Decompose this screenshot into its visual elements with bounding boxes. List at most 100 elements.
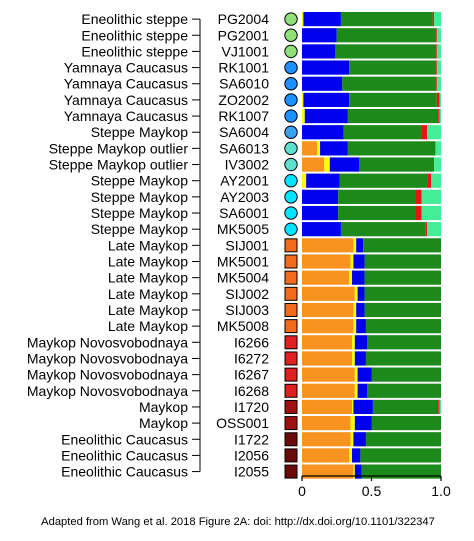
group-marker xyxy=(284,60,298,75)
bar-segment xyxy=(439,92,441,107)
bar-segment xyxy=(302,222,341,237)
bar-segment xyxy=(357,383,368,398)
group-label: Maykop Novosvobodnaya xyxy=(27,367,188,383)
bar-row: Yamnaya Caucasus RK1007 xyxy=(64,108,441,124)
sample-label: I1722 xyxy=(234,431,269,447)
bar-segment xyxy=(363,238,441,253)
sample-label: IV3002 xyxy=(225,157,270,173)
sample-label: I2056 xyxy=(234,447,269,463)
group-label: Maykop xyxy=(139,399,188,415)
bar-row: Eneolithic steppe VJ1001 xyxy=(81,43,441,59)
bar-segment xyxy=(324,157,330,172)
bar-segment xyxy=(436,28,441,43)
bar-segment xyxy=(354,383,358,398)
bar-segment xyxy=(347,108,439,124)
bar-segment xyxy=(302,448,350,463)
bar-segment xyxy=(421,125,428,140)
bar-segment xyxy=(302,416,351,431)
sample-label: AY2001 xyxy=(220,173,269,189)
bar-segment xyxy=(350,254,354,269)
bar-segment xyxy=(436,60,441,75)
bar-segment xyxy=(302,157,325,172)
bar-segment xyxy=(353,302,357,318)
bar-segment xyxy=(302,286,355,301)
bar-segment xyxy=(360,448,441,463)
bar-segment xyxy=(302,108,305,124)
bar-segment xyxy=(352,399,354,415)
bar-segment xyxy=(356,238,364,253)
bar-row: Maykop OSS001 xyxy=(139,415,441,431)
group-label: Eneolithic Caucasus xyxy=(61,431,188,447)
bar-row: Late Maykop MK5001 xyxy=(108,254,441,270)
bar-segment xyxy=(357,367,372,382)
bar-segment xyxy=(425,222,428,237)
bar-row: Eneolithic Caucasus I1722 xyxy=(61,431,441,447)
bar-segment xyxy=(353,464,355,479)
bar-segment xyxy=(303,92,350,107)
bar-segment xyxy=(372,399,439,415)
group-marker xyxy=(284,286,298,301)
bar-segment xyxy=(302,125,344,140)
group-marker xyxy=(284,109,298,123)
group-marker xyxy=(284,222,298,236)
bar-segment xyxy=(352,448,361,463)
group-label: Yamnaya Caucasus xyxy=(64,92,188,108)
bar-segment xyxy=(349,448,353,463)
bar-segment xyxy=(338,189,416,204)
bar-segment xyxy=(302,399,353,415)
bar-row: Eneolithic steppe PG2004 xyxy=(81,11,441,27)
bar-segment xyxy=(354,464,362,479)
bar-segment xyxy=(364,286,441,301)
bar-segment xyxy=(339,173,428,188)
bar-row: Late Maykop SIJ001 xyxy=(108,237,441,253)
group-label: Late Maykop xyxy=(108,318,188,334)
bar-segment xyxy=(317,141,321,156)
bar-segment xyxy=(352,351,355,366)
x-tick-label: 1.0 xyxy=(431,483,451,499)
bar-segment xyxy=(371,367,441,382)
bar-segment xyxy=(435,60,437,75)
bar-segment xyxy=(354,367,358,382)
bar-segment xyxy=(427,173,432,188)
bar-segment xyxy=(364,254,441,269)
sample-label: I1720 xyxy=(234,399,269,415)
bar-row: Steppe Maykop AY2003 xyxy=(91,189,441,205)
group-label: Yamnaya Caucasus xyxy=(64,108,188,124)
group-marker xyxy=(284,174,298,188)
bar-row: Maykop Novosvobodnaya I6268 xyxy=(27,383,441,399)
bar-segment xyxy=(364,270,441,285)
bar-segment xyxy=(349,60,436,75)
bar-segment xyxy=(349,270,353,285)
bar-segment xyxy=(302,383,355,398)
group-marker xyxy=(284,416,298,431)
bar-segment xyxy=(436,44,441,59)
bar-segment xyxy=(303,12,341,27)
group-label: Maykop xyxy=(139,415,188,431)
bar-segment xyxy=(434,157,441,172)
bar-segment xyxy=(431,173,441,188)
bar-segment xyxy=(349,92,437,107)
group-marker xyxy=(284,319,298,334)
bar-segment xyxy=(302,44,336,59)
x-tick-label: 0.5 xyxy=(362,483,382,499)
group-label: Maykop Novosvobodnaya xyxy=(27,383,188,399)
group-label: Yamnaya Caucasus xyxy=(64,76,188,92)
group-marker xyxy=(284,302,298,317)
bar-segment xyxy=(435,28,437,43)
group-label: Steppe Maykop xyxy=(91,173,188,189)
bar-row: Eneolithic Caucasus I2056 xyxy=(61,447,441,463)
bar-segment xyxy=(304,108,348,124)
group-label: Steppe Maykop outlier xyxy=(49,140,189,156)
bar-segment xyxy=(350,416,355,431)
group-marker xyxy=(284,448,298,463)
sample-label: SIJ002 xyxy=(225,286,269,302)
group-label: Steppe Maykop xyxy=(91,189,188,205)
bar-segment xyxy=(367,335,441,350)
group-label: Eneolithic Caucasus xyxy=(61,447,188,463)
bar-row: Maykop Novosvobodnaya I6267 xyxy=(27,367,441,383)
bar-segment xyxy=(302,60,350,75)
sample-label: SA6001 xyxy=(219,205,269,221)
bar-segment xyxy=(354,351,366,366)
group-label: Late Maykop xyxy=(108,254,188,270)
